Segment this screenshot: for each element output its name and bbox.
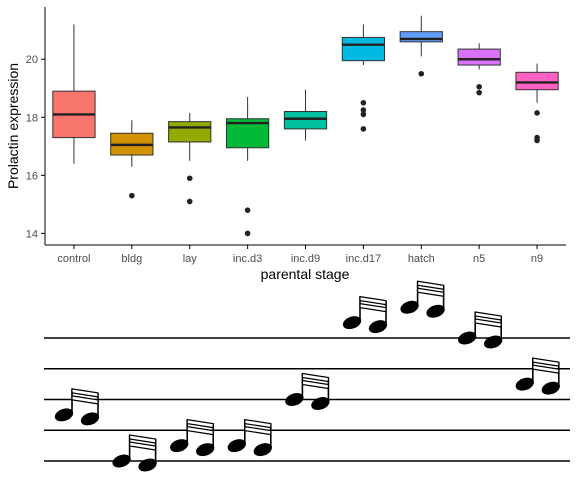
note-head <box>368 320 388 334</box>
note-beam <box>474 318 502 328</box>
note-beam <box>71 395 99 405</box>
outlier-point <box>244 230 251 237</box>
box-inc.d9 <box>283 89 328 141</box>
box-bldg <box>110 120 154 199</box>
note-hatch <box>400 280 445 318</box>
note-beam <box>417 287 445 297</box>
note-head <box>112 454 131 468</box>
outlier-point <box>360 107 367 113</box>
outlier-point <box>129 192 135 199</box>
note-beam <box>532 364 560 374</box>
outlier-point <box>476 84 482 90</box>
outlier-point <box>418 70 425 77</box>
box-hatch <box>399 15 443 77</box>
box-body <box>283 110 328 130</box>
outlier-point <box>186 175 193 182</box>
outlier-point <box>360 111 367 118</box>
note-inc.d9 <box>285 372 330 411</box>
note-control <box>54 388 100 426</box>
note-head <box>541 381 560 395</box>
note-head <box>227 439 246 453</box>
y-tick-label: 18 <box>26 112 38 124</box>
outlier-point <box>360 99 367 106</box>
note-beam <box>474 311 502 321</box>
staff-lines-layer <box>44 337 570 462</box>
box-body <box>515 71 559 91</box>
x-tick-label: inc.d9 <box>291 253 320 265</box>
note-inc.d17 <box>342 295 388 334</box>
note-beam <box>301 372 329 383</box>
outlier-point <box>534 110 540 116</box>
note-beam <box>71 388 99 398</box>
note-n9 <box>515 357 560 395</box>
note-beam <box>186 418 214 429</box>
x-axis-title: parental stage <box>261 266 350 282</box>
x-tick-label: control <box>57 253 90 265</box>
note-head <box>458 331 477 345</box>
x-tick-label: inc.d3 <box>233 253 262 265</box>
outlier-point <box>360 126 367 132</box>
outlier-point <box>244 207 251 213</box>
x-tick-label: n5 <box>473 253 485 265</box>
note-head <box>342 316 362 330</box>
note-beam <box>359 295 387 306</box>
box-body <box>457 48 501 66</box>
note-inc.d3 <box>227 418 272 457</box>
music-staff <box>44 280 570 472</box>
note-head <box>285 392 304 407</box>
note-beam <box>359 302 387 313</box>
note-beam <box>532 357 560 367</box>
note-head <box>253 443 272 457</box>
note-beam <box>129 434 157 444</box>
outlier-point <box>476 89 482 96</box>
note-bldg <box>112 434 157 472</box>
y-axis-title: Prolactin expression <box>5 63 21 189</box>
notes-layer <box>54 280 560 472</box>
outlier-point <box>534 137 540 144</box>
box-body <box>168 121 212 143</box>
note-n5 <box>458 311 503 349</box>
x-tick-label: inc.d17 <box>346 253 381 265</box>
note-beam <box>417 280 445 290</box>
box-inc.d17 <box>341 24 386 132</box>
x-tick-label: bldg <box>121 253 142 265</box>
note-beam <box>244 425 272 436</box>
boxplot-chart: 14 16 18 20 control bldg lay inc.d3 inc.d9 inc.d… <box>5 7 566 282</box>
box-body <box>399 31 443 43</box>
boxes-layer <box>52 15 559 237</box>
note-head <box>484 335 503 349</box>
y-tick-label: 20 <box>26 54 38 66</box>
note-head <box>196 443 215 457</box>
note-beam <box>301 379 329 390</box>
x-tick-label: hatch <box>408 253 435 265</box>
note-lay <box>170 418 215 457</box>
note-head <box>515 377 534 391</box>
note-head <box>80 412 100 426</box>
x-tick-label: lay <box>183 253 198 265</box>
note-head <box>400 300 419 314</box>
note-beam <box>186 425 214 436</box>
box-n9 <box>515 63 559 144</box>
outlier-point <box>186 198 193 205</box>
note-beam <box>129 441 157 451</box>
x-ticks-layer: control bldg lay inc.d3 inc.d9 inc.d17 hatch n5… <box>57 245 543 265</box>
y-ticks-layer: 14 16 18 20 <box>26 54 45 240</box>
box-inc.d3 <box>225 96 270 237</box>
note-head <box>54 408 74 422</box>
note-head <box>311 396 330 411</box>
y-tick-label: 14 <box>26 228 38 240</box>
box-n5 <box>457 43 501 96</box>
y-tick-label: 16 <box>26 170 38 182</box>
box-body <box>341 36 386 62</box>
note-beam <box>244 418 272 429</box>
note-head <box>170 439 189 453</box>
box-lay <box>168 112 212 205</box>
box-control <box>52 24 96 164</box>
note-head <box>138 458 157 472</box>
x-tick-label: n9 <box>531 253 543 265</box>
note-head <box>426 304 445 318</box>
